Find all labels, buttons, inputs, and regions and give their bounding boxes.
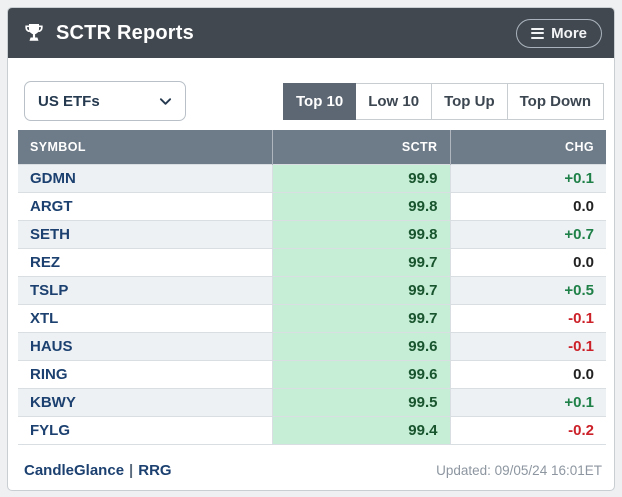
table-row: HAUS 99.6 -0.1 (18, 332, 606, 361)
chg-value: 0.0 (450, 360, 606, 389)
sctr-table: SYMBOL SCTR CHG GDMN 99.9 +0.1 ARGT 99.8 0.0 S… (18, 130, 606, 445)
table-row: REZ 99.7 0.0 (18, 248, 606, 277)
column-header-chg: CHG (450, 130, 606, 165)
tab-top-10[interactable]: Top 10 (282, 82, 357, 120)
group-select-dropdown[interactable]: US ETFs (24, 81, 186, 121)
symbol-link[interactable]: FYLG (18, 416, 273, 445)
more-button-label: More (551, 24, 587, 42)
chg-value: +0.7 (450, 220, 606, 249)
tab-low-10[interactable]: Low 10 (355, 82, 433, 120)
chg-value: 0.0 (450, 192, 606, 221)
trophy-icon (25, 24, 43, 41)
hamburger-icon (531, 27, 545, 39)
chg-value: +0.1 (450, 388, 606, 417)
table-row: ARGT 99.8 0.0 (18, 192, 606, 221)
sctr-value: 99.4 (272, 416, 451, 445)
table-row: SETH 99.8 +0.7 (18, 220, 606, 249)
symbol-link[interactable]: XTL (18, 304, 273, 333)
table-row: TSLP 99.7 +0.5 (18, 276, 606, 305)
chg-value: +0.5 (450, 276, 606, 305)
sctr-value: 99.6 (272, 332, 451, 361)
sctr-value: 99.7 (272, 276, 451, 305)
tab-top-down[interactable]: Top Down (506, 82, 604, 120)
chg-value: -0.2 (450, 416, 606, 445)
chg-value: 0.0 (450, 248, 606, 277)
table-row: RING 99.6 0.0 (18, 360, 606, 389)
chg-value: -0.1 (450, 304, 606, 333)
table-row: KBWY 99.5 +0.1 (18, 388, 606, 417)
symbol-link[interactable]: RING (18, 360, 273, 389)
widget-title: SCTR Reports (56, 21, 194, 44)
widget-footer: CandleGlance | RRG Updated: 09/05/24 16:01… (8, 445, 614, 479)
sctr-value: 99.7 (272, 304, 451, 333)
table-header-row: SYMBOL SCTR CHG (18, 130, 606, 165)
sctr-value: 99.5 (272, 388, 451, 417)
report-tabs: Top 10 Low 10 Top Up Top Down (282, 82, 604, 120)
table-row: GDMN 99.9 +0.1 (18, 164, 606, 193)
table-row: XTL 99.7 -0.1 (18, 304, 606, 333)
symbol-link[interactable]: GDMN (18, 164, 273, 193)
updated-timestamp: Updated: 09/05/24 16:01ET (436, 463, 602, 478)
symbol-link[interactable]: REZ (18, 248, 273, 277)
tab-top-up[interactable]: Top Up (431, 82, 508, 120)
sctr-value: 99.9 (272, 164, 451, 193)
symbol-link[interactable]: HAUS (18, 332, 273, 361)
more-button[interactable]: More (516, 18, 602, 48)
table-row: FYLG 99.4 -0.2 (18, 416, 606, 445)
symbol-link[interactable]: ARGT (18, 192, 273, 221)
chevron-down-icon (159, 97, 172, 105)
chg-value: -0.1 (450, 332, 606, 361)
chg-value: +0.1 (450, 164, 606, 193)
widget-header: SCTR Reports More (8, 8, 614, 58)
rrg-link[interactable]: RRG (138, 462, 172, 479)
symbol-link[interactable]: TSLP (18, 276, 273, 305)
sctr-value: 99.6 (272, 360, 451, 389)
footer-links: CandleGlance | RRG (24, 462, 172, 479)
sctr-value: 99.8 (272, 192, 451, 221)
column-header-symbol: SYMBOL (18, 130, 273, 165)
footer-link-separator: | (129, 462, 134, 479)
symbol-link[interactable]: SETH (18, 220, 273, 249)
sctr-value: 99.8 (272, 220, 451, 249)
group-select-value: US ETFs (38, 92, 100, 110)
controls-row: US ETFs Top 10 Low 10 Top Up Top Down (8, 58, 614, 121)
sctr-reports-widget: SCTR Reports More US ETFs Top 10 Low 10 To… (7, 7, 615, 491)
candleglance-link[interactable]: CandleGlance (24, 462, 125, 479)
sctr-value: 99.7 (272, 248, 451, 277)
column-header-sctr: SCTR (272, 130, 451, 165)
symbol-link[interactable]: KBWY (18, 388, 273, 417)
